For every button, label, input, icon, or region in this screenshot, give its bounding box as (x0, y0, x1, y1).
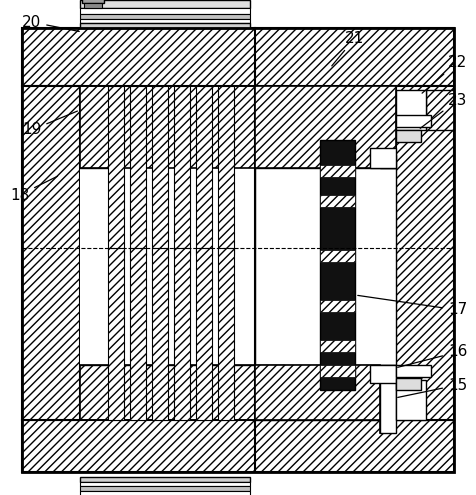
Bar (80, 365, 255, 420)
Bar (80, 482, 249, 486)
Bar (196, 86, 211, 255)
Bar (130, 86, 146, 255)
Bar (174, 86, 189, 255)
Bar (255, 365, 395, 420)
Bar (80, 168, 255, 365)
Bar (395, 380, 425, 420)
Bar (395, 86, 453, 420)
Bar (395, 365, 430, 377)
Text: 18: 18 (10, 176, 58, 202)
Polygon shape (255, 86, 395, 168)
Text: 15: 15 (397, 378, 466, 397)
Bar (319, 195, 354, 207)
Bar (22, 28, 453, 86)
Bar (395, 378, 420, 390)
Bar (22, 28, 453, 472)
Bar (425, 90, 453, 130)
Bar (152, 248, 168, 420)
Bar (80, 23, 249, 28)
Bar (255, 168, 395, 365)
Text: 19: 19 (22, 111, 77, 138)
Bar (379, 155, 395, 168)
Text: 20: 20 (22, 14, 79, 32)
Bar (369, 365, 395, 383)
Bar (130, 248, 146, 420)
Bar (174, 248, 189, 420)
Bar (395, 90, 425, 130)
Bar (22, 86, 80, 420)
Bar (196, 248, 211, 420)
Bar (395, 130, 420, 142)
Bar (80, 14, 249, 19)
Bar (319, 340, 354, 352)
Bar (80, 491, 249, 495)
Polygon shape (255, 365, 395, 433)
Bar (80, 8, 249, 14)
Bar (379, 365, 395, 433)
Text: 17: 17 (357, 296, 466, 317)
Bar (319, 300, 354, 312)
Bar (80, 477, 249, 482)
Bar (82, 0, 104, 3)
Bar (218, 248, 234, 420)
Bar (108, 248, 124, 420)
Text: 22: 22 (421, 54, 466, 93)
Text: 16: 16 (397, 345, 466, 367)
Text: 23: 23 (419, 93, 466, 128)
Bar (218, 86, 234, 255)
Bar (80, 86, 255, 168)
Text: 21: 21 (331, 31, 364, 66)
Bar (80, 19, 249, 23)
Bar (152, 86, 168, 255)
Bar (255, 86, 395, 168)
Bar (84, 3, 102, 8)
Bar (369, 148, 395, 168)
Bar (108, 86, 124, 255)
Bar (319, 165, 354, 177)
Bar (22, 420, 453, 472)
Bar (395, 115, 430, 127)
Bar (319, 365, 354, 377)
Bar (80, 0, 249, 8)
Bar (319, 140, 354, 390)
Bar (80, 486, 249, 491)
Bar (319, 250, 354, 262)
